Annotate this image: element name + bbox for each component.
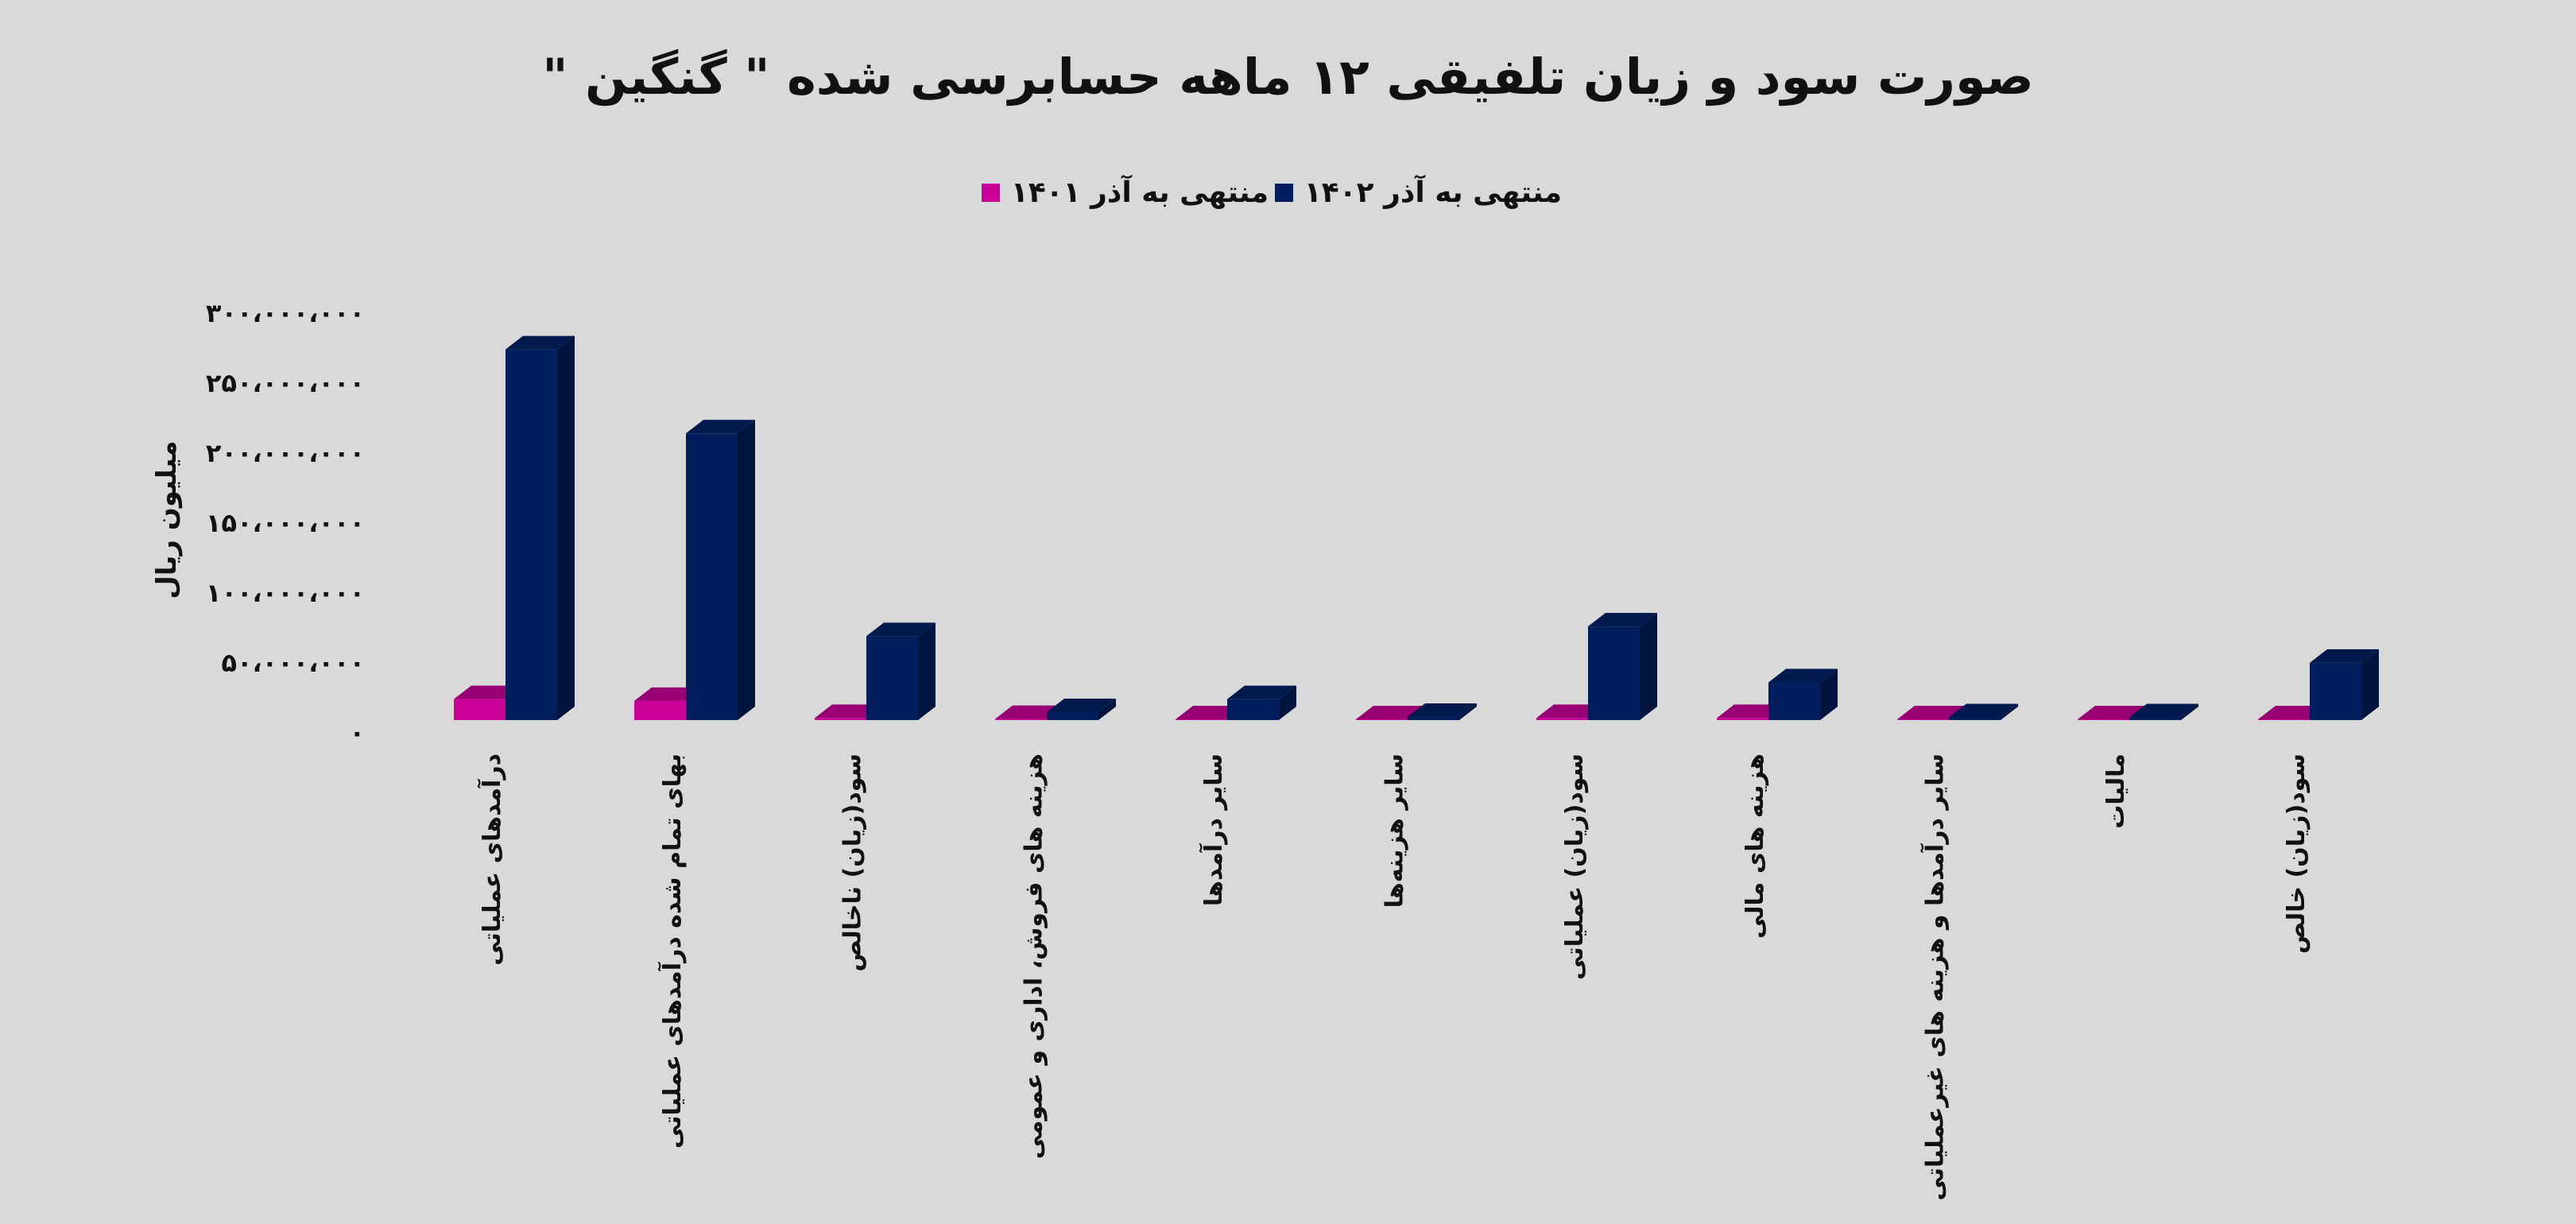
- bar-top: [1949, 703, 2018, 718]
- bar-front: [1768, 682, 1820, 720]
- bar-top: [2310, 649, 2379, 663]
- bar-front: [1356, 719, 1408, 720]
- bar-side: [1640, 613, 1657, 720]
- bar-side: [918, 622, 935, 720]
- bar-side: [2181, 703, 2198, 720]
- bar-side: [1098, 698, 1116, 720]
- bar-1402: [506, 335, 575, 720]
- chart-title: صورت سود و زیان تلفیقی ۱۲ ماهه حسابرسی ش…: [542, 48, 2034, 106]
- bar-1402: [1588, 613, 1657, 720]
- bar-1402: [2129, 703, 2198, 720]
- bar-front: [815, 718, 866, 720]
- bar-front: [1408, 716, 1459, 720]
- bar-front: [1897, 719, 1949, 720]
- y-tick-label: ۲۰۰،۰۰۰،۰۰۰: [205, 438, 365, 468]
- legend-label: منتهی به آذر ۱۴۰۲: [1303, 176, 1562, 209]
- bar-front: [2258, 719, 2310, 720]
- y-tick-label: ۰: [349, 718, 365, 748]
- bar-1402: [1047, 698, 1116, 720]
- bar-front: [995, 719, 1047, 720]
- bar-side: [2001, 703, 2018, 720]
- bar-front: [1536, 718, 1588, 720]
- bar-front: [1588, 626, 1640, 720]
- bar-top: [1227, 685, 1296, 699]
- bar-top: [1897, 706, 1966, 719]
- bar-top: [1356, 706, 1425, 719]
- bar-front: [1717, 718, 1768, 720]
- bar-front: [866, 636, 918, 720]
- bar-top: [866, 622, 935, 637]
- bar-side: [1279, 685, 1296, 720]
- legend-item-1401: منتهی به آذر ۱۴۰۱: [981, 176, 1269, 209]
- bar-top: [1588, 613, 1657, 627]
- bar-1402: [1408, 703, 1477, 720]
- bar-1402: [1768, 668, 1838, 720]
- bar-top: [2078, 706, 2147, 719]
- bar-front: [1949, 717, 2001, 720]
- bar-side: [1820, 668, 1838, 720]
- legend-swatch: [1274, 183, 1293, 202]
- bar-top: [1047, 698, 1116, 712]
- y-tick-label: ۵۰،۰۰۰،۰۰۰: [221, 648, 365, 678]
- bar-side: [1459, 703, 1477, 720]
- y-tick-label: ۱۵۰،۰۰۰،۰۰۰: [205, 508, 365, 538]
- bar-front: [1227, 699, 1279, 720]
- y-tick-label: ۱۰۰،۰۰۰،۰۰۰: [205, 578, 365, 608]
- y-tick-label: ۲۵۰،۰۰۰،۰۰۰: [205, 368, 365, 398]
- legend-label: منتهی به آذر ۱۴۰۱: [1010, 176, 1269, 209]
- bar-front: [1047, 711, 1098, 720]
- y-tick-label: ۳۰۰،۰۰۰،۰۰۰: [205, 298, 365, 328]
- bar-front: [2078, 719, 2129, 720]
- bar-front: [506, 349, 557, 720]
- bar-top: [2129, 703, 2198, 718]
- legend-swatch: [981, 183, 1000, 202]
- bar-front: [2129, 717, 2181, 720]
- bar-1402: [866, 622, 935, 720]
- bar-1402: [2310, 649, 2379, 720]
- bar-top: [1768, 668, 1838, 683]
- bar-front: [454, 699, 506, 720]
- bar-top: [686, 420, 755, 434]
- bar-1402: [1949, 703, 2018, 720]
- bar-side: [557, 335, 575, 720]
- bar-1402: [1227, 685, 1296, 720]
- bar-1402: [686, 420, 755, 720]
- bar-front: [1176, 719, 1227, 720]
- legend-item-1402: منتهی به آذر ۱۴۰۲: [1274, 176, 1562, 209]
- bar-side: [738, 420, 755, 720]
- bar-top: [1408, 703, 1477, 717]
- bar-front: [2310, 662, 2361, 720]
- bar-side: [2361, 649, 2379, 720]
- bar-front: [634, 700, 686, 720]
- bar-top: [506, 335, 575, 350]
- bar-front: [686, 433, 738, 720]
